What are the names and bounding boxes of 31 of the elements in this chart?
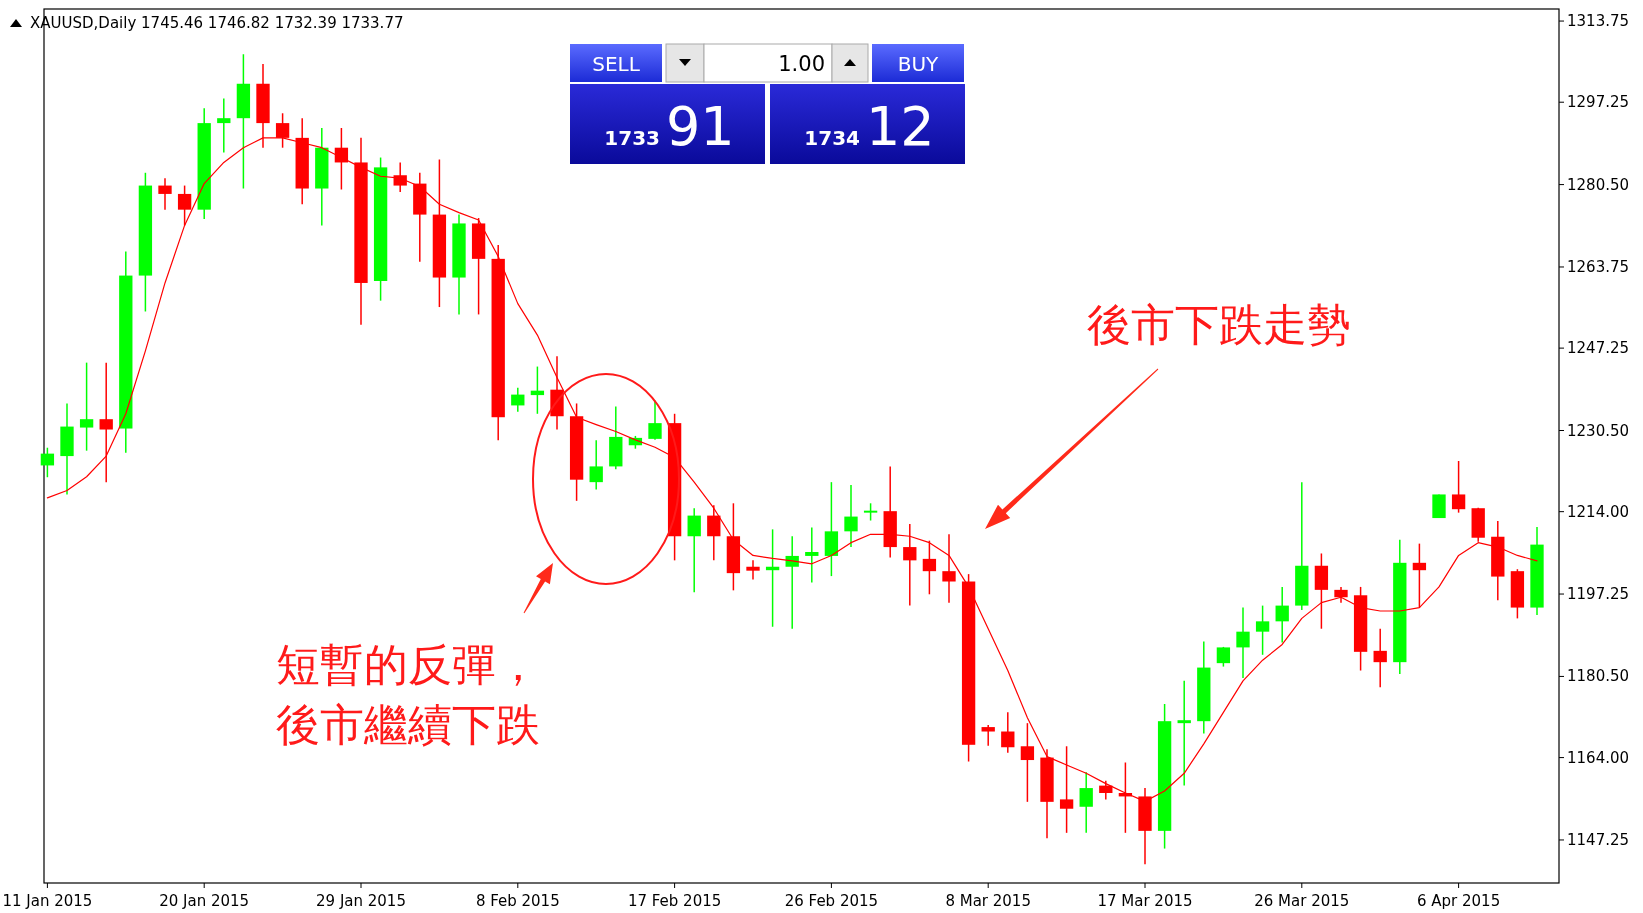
annotation: 1733 (604, 126, 660, 150)
annotation: SELL (592, 52, 640, 76)
x-tick-label: 26 Feb 2015 (784, 892, 879, 910)
annotation: 12 (866, 95, 935, 158)
annotation: 1734 (804, 126, 860, 150)
y-tick-label: 1214.00 (1567, 502, 1630, 521)
y-tick-label: 1313.75 (1567, 12, 1630, 31)
annotation: 短暫的反彈， (276, 639, 540, 690)
annotation: 後市繼續下跌 (276, 699, 540, 750)
y-tick-label: 1180.50 (1567, 667, 1630, 686)
x-tick-label: 17 Mar 2015 (1097, 892, 1193, 910)
x-tick-label: 17 Feb 2015 (627, 892, 722, 910)
y-tick-label: 1247.25 (1567, 339, 1630, 358)
x-tick-label: 8 Feb 2015 (475, 892, 560, 910)
y-tick-label: 1280.50 (1567, 175, 1630, 194)
y-tick-label: 1230.50 (1567, 421, 1630, 440)
annotation: 後市下跌走勢 (1087, 299, 1351, 350)
x-tick-label: 11 Jan 2015 (2, 892, 93, 910)
annotation: BUY (897, 52, 939, 76)
y-tick-label: 1197.25 (1567, 585, 1630, 604)
x-tick-label: 26 Mar 2015 (1254, 892, 1350, 910)
x-tick-label: 29 Jan 2015 (316, 892, 406, 910)
y-tick-label: 1297.25 (1567, 93, 1630, 112)
y-tick-label: 1263.75 (1567, 257, 1630, 276)
y-tick-label: 1164.00 (1567, 748, 1630, 767)
annotation: 1.00 (778, 52, 825, 76)
x-tick-label: 6 Apr 2015 (1417, 892, 1501, 910)
y-tick-label: 1147.25 (1567, 830, 1630, 849)
x-tick-label: 8 Mar 2015 (945, 892, 1031, 910)
x-tick-label: 20 Jan 2015 (159, 892, 250, 910)
annotation: 91 (666, 95, 735, 158)
